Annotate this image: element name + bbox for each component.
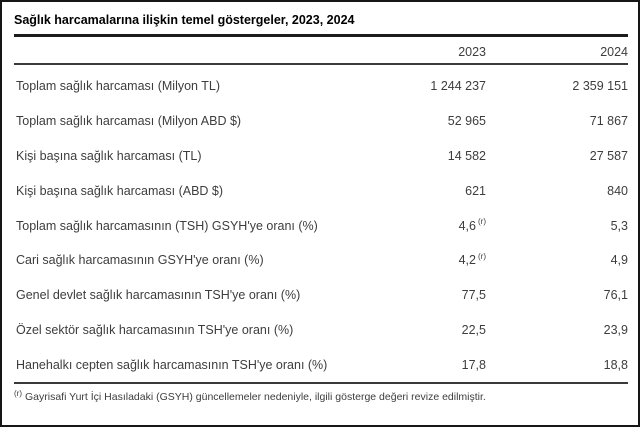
- row-label: Kişi başına sağlık harcaması (TL): [16, 148, 202, 163]
- value-2023: 77,5: [461, 288, 486, 303]
- value-2024: 18,8: [603, 357, 628, 372]
- footnote: (r) Gayrisafi Yurt İçi Hasıladaki (GSYH) …: [14, 384, 628, 403]
- row-label: Kişi başına sağlık harcaması (ABD $): [16, 183, 224, 198]
- row-label: Cari sağlık harcamasının GSYH'ye oranı (…: [16, 253, 264, 268]
- value-number: 4,2: [458, 253, 476, 268]
- row-label: Genel devlet sağlık harcamasının TSH'ye …: [16, 288, 301, 303]
- value-2024: 4,9: [610, 253, 628, 268]
- row-label: Toplam sağlık harcaması (Milyon TL): [16, 79, 221, 94]
- table-row: Kişi başına sağlık harcaması (TL) 14 582…: [14, 139, 628, 174]
- header-divider: [14, 63, 628, 65]
- value-2024: 76,1: [603, 288, 628, 303]
- value-2024: 5,3: [610, 218, 628, 233]
- value-2024: 23,9: [603, 322, 628, 337]
- column-header-2023: 2023: [458, 45, 486, 59]
- value-2023: 52 965: [447, 114, 486, 129]
- table-row: Toplam sağlık harcaması (Milyon TL) 1 24…: [14, 69, 628, 104]
- table-row: Toplam sağlık harcamasının (TSH) GSYH'ye…: [14, 208, 628, 243]
- value-2023: 22,5: [461, 322, 486, 337]
- row-label: Özel sektör sağlık harcamasının TSH'ye o…: [16, 322, 294, 337]
- table-row: Kişi başına sağlık harcaması (ABD $) 621…: [14, 173, 628, 208]
- column-header-2024: 2024: [600, 45, 628, 59]
- row-label: Hanehalkı cepten sağlık harcamasının TSH…: [16, 357, 328, 372]
- value-2024: 2 359 151: [572, 79, 628, 94]
- table-row: Özel sektör sağlık harcamasının TSH'ye o…: [14, 312, 628, 347]
- table-row: Genel devlet sağlık harcamasının TSH'ye …: [14, 278, 628, 313]
- table-bottom-divider: [14, 382, 628, 384]
- value-2023: 14 582: [447, 148, 486, 163]
- table-title: Sağlık harcamalarına ilişkin temel göste…: [14, 13, 355, 27]
- value-2023: 621: [465, 183, 486, 198]
- table-row: Toplam sağlık harcaması (Milyon ABD $) 5…: [14, 104, 628, 139]
- value-2023: 4,6 (r): [376, 217, 486, 233]
- table-header-row: 2023 2024: [14, 37, 628, 63]
- footnote-text: Gayrisafi Yurt İçi Hasıladaki (GSYH) gün…: [25, 391, 486, 403]
- table-row: Cari sağlık harcamasının GSYH'ye oranı (…: [14, 243, 628, 278]
- revision-flag: (r): [478, 252, 486, 262]
- table-body: Toplam sağlık harcaması (Milyon TL) 1 24…: [14, 65, 628, 382]
- value-2024: 27 587: [589, 148, 628, 163]
- footnote-marker: (r): [14, 388, 22, 398]
- value-2024: 840: [607, 183, 628, 198]
- value-number: 4,6: [458, 218, 476, 233]
- value-2023: 4,2 (r): [376, 252, 486, 268]
- row-label: Toplam sağlık harcaması (Milyon ABD $): [16, 114, 242, 129]
- value-2023: 17,8: [461, 357, 486, 372]
- value-2024: 71 867: [589, 114, 628, 129]
- revision-flag: (r): [478, 217, 486, 227]
- row-label: Toplam sağlık harcamasının (TSH) GSYH'ye…: [16, 218, 318, 233]
- table-row: Hanehalkı cepten sağlık harcamasının TSH…: [14, 347, 628, 382]
- title-divider: [14, 34, 628, 37]
- value-2023: 1 244 237: [430, 79, 486, 94]
